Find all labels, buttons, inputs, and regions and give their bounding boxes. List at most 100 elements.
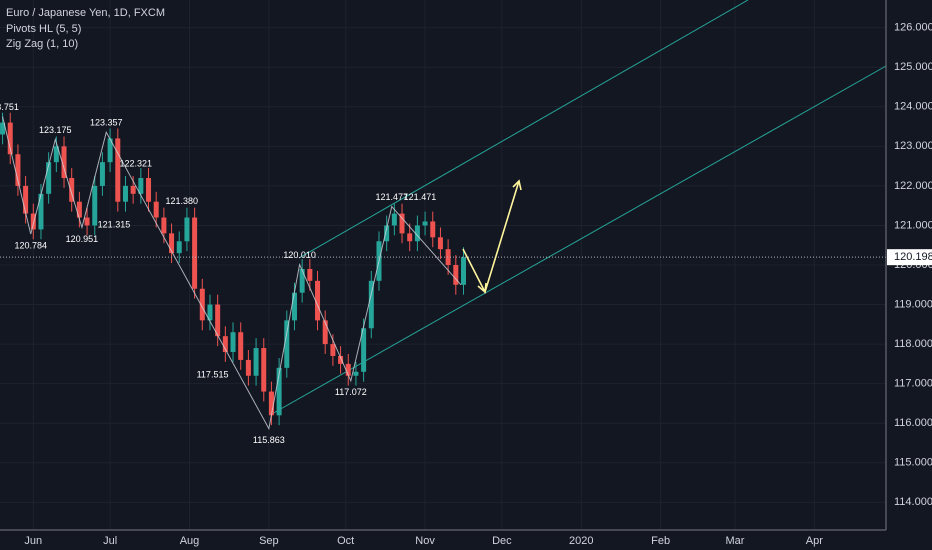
candle-body	[399, 213, 405, 234]
symbol-title: Euro / Japanese Yen, 1D, FXCM	[6, 7, 165, 19]
candle-body	[30, 213, 36, 230]
candle-body	[445, 249, 451, 265]
plot-area: 123.751 123.175 123.357 122.321 121.380 120.0…	[0, 102, 886, 445]
y-tick-label: 114.000	[894, 496, 932, 508]
pivot-label: 120.951	[66, 234, 99, 244]
candle-body	[153, 201, 159, 218]
candle-body	[46, 162, 52, 194]
candle-body	[345, 363, 351, 376]
candle-body	[422, 221, 428, 226]
pivot-label: 122.321	[119, 159, 152, 169]
candle-body	[245, 359, 251, 376]
candle-body	[437, 237, 443, 250]
candle-body	[161, 217, 167, 234]
y-tick-label: 125.000	[894, 61, 932, 73]
y-tick-label: 123.000	[894, 140, 932, 152]
candle-body	[61, 146, 67, 178]
candle-body	[15, 154, 21, 186]
candle-body	[184, 217, 190, 242]
y-tick-label: 121.000	[894, 219, 932, 231]
candle-body	[253, 348, 259, 376]
candle-body	[107, 138, 113, 163]
pivot-label: 120.784	[14, 240, 47, 250]
candle-body	[460, 257, 466, 285]
candle-body	[207, 304, 213, 321]
y-tick-label: 118.000	[894, 338, 932, 350]
channel-lower	[269, 65, 887, 416]
x-tick-label: Sep	[259, 535, 279, 547]
candle-body	[23, 185, 29, 214]
candle-body	[330, 344, 336, 356]
pivot-label: 120.010	[283, 250, 316, 260]
candle-body	[353, 371, 359, 376]
candle-body	[99, 162, 105, 186]
x-tick-label: Nov	[415, 535, 435, 547]
candle-body	[84, 217, 90, 226]
pivot-label: 117.515	[197, 370, 229, 380]
y-tick-label: 115.000	[894, 457, 932, 469]
candle-body	[238, 332, 244, 360]
y-tick-label: 116.000	[894, 417, 932, 429]
pivot-label: 121.380	[166, 196, 199, 206]
candle-body	[115, 138, 121, 202]
y-tick-label: 124.000	[894, 101, 932, 113]
candle-body	[192, 217, 198, 289]
candle-body	[38, 193, 44, 230]
candle-body	[291, 292, 297, 321]
grid	[0, 0, 886, 530]
y-tick-label: 119.000	[894, 298, 932, 310]
candle-body	[430, 221, 436, 238]
x-tick-label: Aug	[180, 535, 200, 547]
pivot-label: 123.357	[90, 118, 123, 128]
candle-body	[299, 268, 305, 293]
candle-body	[222, 336, 228, 353]
candle-body	[130, 185, 136, 194]
candle-body	[368, 280, 374, 329]
x-tick-label: Feb	[651, 535, 670, 547]
x-tick-label: Jul	[103, 535, 117, 547]
candle-body	[122, 185, 128, 202]
x-tick-label: Mar	[725, 535, 744, 547]
candle-body	[215, 304, 221, 337]
x-tick-label: Oct	[337, 535, 354, 547]
candle-body	[199, 288, 205, 321]
last-price-label: 120.198	[894, 251, 932, 263]
candle-body	[315, 280, 321, 321]
candle-body	[53, 146, 59, 163]
candle-body	[391, 213, 397, 226]
indicator-label: Pivots HL (5, 5)	[6, 23, 81, 35]
pivot-label: 121.471	[404, 192, 437, 202]
candle-body	[69, 177, 75, 202]
candle-body	[0, 122, 6, 135]
pivot-label: 121.477	[376, 192, 409, 202]
candle-body	[230, 332, 236, 353]
candle-body	[384, 225, 390, 242]
candle-body	[261, 348, 267, 392]
y-tick-label: 117.000	[894, 378, 932, 390]
candle-body	[7, 122, 13, 155]
candle-body	[361, 328, 367, 372]
pivot-label: 117.072	[335, 387, 367, 397]
candle-body	[307, 268, 313, 281]
candle-body	[268, 391, 274, 416]
candle-body	[146, 177, 152, 202]
channel-upper	[298, 0, 749, 259]
candle-body	[338, 355, 344, 364]
x-tick-label: Dec	[492, 535, 512, 547]
zigzag-line	[2, 116, 462, 431]
candle-body	[138, 177, 144, 194]
pivot-label: 123.751	[0, 102, 19, 112]
y-tick-label: 122.000	[894, 180, 932, 192]
pivot-label: 123.175	[39, 125, 72, 135]
x-tick-label: Apr	[806, 535, 823, 547]
x-tick-label: Jun	[24, 535, 42, 547]
y-tick-label: 126.000	[894, 22, 932, 34]
candle-body	[284, 320, 290, 368]
candle-body	[414, 225, 420, 242]
last-price-tag	[887, 249, 932, 266]
arrow-head	[512, 179, 522, 191]
candle-body	[169, 233, 175, 254]
price-axis	[886, 0, 932, 550]
